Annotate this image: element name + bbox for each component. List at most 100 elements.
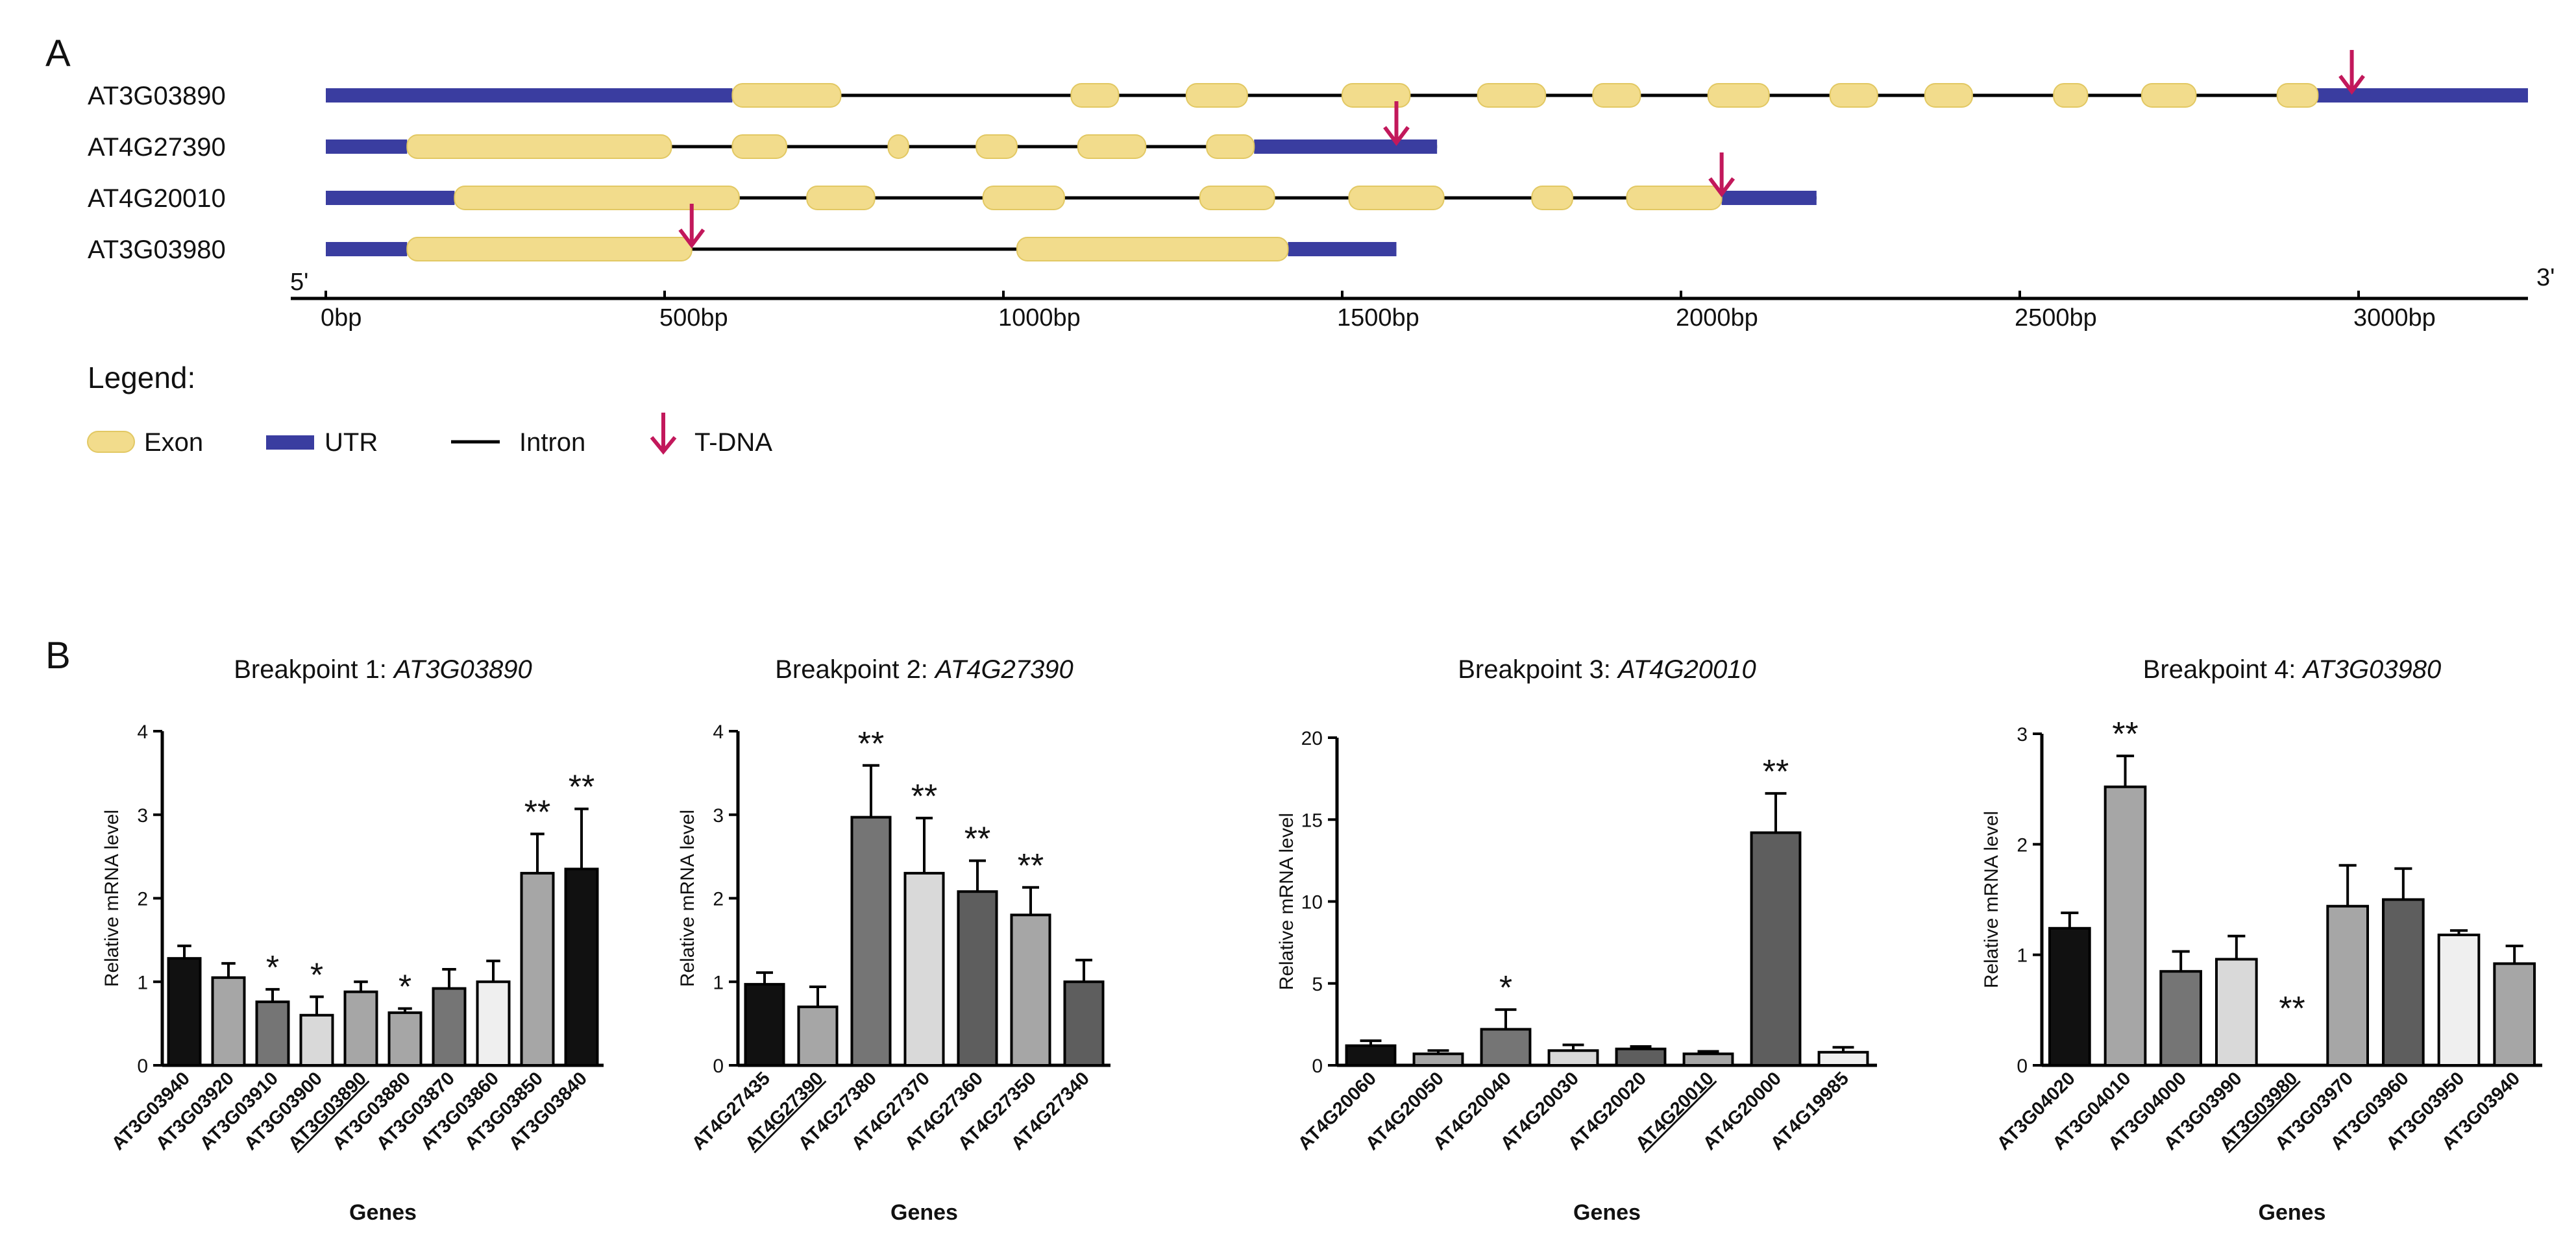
y-tick-label: 3 [713, 805, 724, 827]
three-prime-label: 3' [2536, 264, 2555, 291]
y-tick-label: 5 [1312, 974, 1323, 995]
bar-chart-4: Breakpoint 4: AT3G03980 0 1 2 3 Relative mRNA… [1981, 655, 2542, 1225]
exon-block [1924, 83, 1973, 108]
bar [1750, 831, 1802, 1067]
exon-block [1348, 186, 1445, 210]
bp-axis-tick-label: 3000bp [2353, 304, 2436, 332]
bar [564, 867, 599, 1067]
tdna-arrow-head [2338, 75, 2365, 95]
tdna-arrow-head [1708, 177, 1736, 197]
utr-segment [326, 191, 455, 205]
bar-chart-1: Breakpoint 1: AT3G03890 0 1 2 3 4 Relative mRN… [101, 655, 604, 1225]
bar [1412, 1052, 1464, 1067]
significance-mark: ** [911, 778, 937, 816]
bar [476, 980, 511, 1067]
utr-segment [1288, 242, 1397, 256]
utr-segment [326, 139, 408, 154]
gene-name-label: AT4G27390 [88, 133, 226, 162]
bar [2326, 904, 2370, 1067]
significance-mark: ** [524, 793, 550, 831]
panel-b-letter: B [45, 635, 71, 677]
bar-charts: Breakpoint 1: AT3G03890 0 1 2 3 4 Relative mRN… [101, 655, 2542, 1225]
y-tick-label: 15 [1301, 810, 1323, 831]
exon-block [1342, 83, 1411, 108]
exon-block [406, 237, 693, 261]
y-tick-label: 10 [1301, 892, 1323, 913]
y-axis-label: Relative mRNA level [677, 810, 698, 987]
y-tick-label: 0 [1312, 1056, 1323, 1077]
bar-chart-2: Breakpoint 2: AT4G27390 0 1 2 3 4 Relative mRN… [677, 655, 1110, 1225]
exon-block [975, 134, 1018, 159]
y-tick-label: 1 [713, 972, 724, 993]
bar [2437, 934, 2481, 1067]
significance-mark: * [266, 949, 279, 987]
bar [797, 1005, 839, 1067]
exon-block [1531, 186, 1573, 210]
chart-title-gene: AT4G20010 [1617, 655, 1756, 684]
significance-mark: ** [1763, 753, 1789, 791]
significance-mark: ** [569, 769, 595, 806]
bar [1615, 1047, 1667, 1067]
exon-block [1070, 83, 1120, 108]
bar [520, 871, 555, 1067]
exon-block [887, 134, 909, 159]
significance-mark: ** [2112, 716, 2138, 753]
significance-mark: ** [2279, 990, 2305, 1028]
bar [387, 1011, 423, 1067]
utr-segment [326, 88, 733, 103]
exon-block [1185, 83, 1248, 108]
tdna-arrow-icon [2338, 50, 2365, 95]
y-tick-label: 4 [713, 721, 724, 743]
exon-block [1592, 83, 1641, 108]
bp-axis-tick-label: 1000bp [998, 304, 1081, 332]
y-axis-label: Relative mRNA level [1981, 811, 2002, 988]
legend-utr-label: UTR [325, 428, 378, 457]
bar [2381, 898, 2425, 1067]
chart-title-prefix: Breakpoint 3: [1458, 655, 1618, 684]
bar [255, 1000, 290, 1067]
chart-title: Breakpoint 3: AT4G20010 [1458, 655, 1756, 684]
exon-block [1707, 83, 1770, 108]
exon-block [731, 134, 787, 159]
chart-title-prefix: Breakpoint 1: [234, 655, 394, 684]
exon-block [2141, 83, 2197, 108]
y-tick-label: 3 [137, 805, 148, 827]
y-tick-label: 2 [713, 889, 724, 910]
chart-title: Breakpoint 1: AT3G03890 [234, 655, 532, 684]
utr-segment [326, 242, 408, 256]
tdna-arrow-head [1383, 126, 1410, 146]
tdna-arrow-icon [1708, 152, 1736, 197]
y-tick-label: 1 [2017, 945, 2028, 967]
gene-row-AT3G03890: AT3G03890 [88, 50, 2528, 110]
tdna-arrow-icon [678, 204, 705, 248]
gene-row-AT3G03980: AT3G03980 [88, 204, 1397, 264]
bar [957, 890, 998, 1067]
exon-block [731, 83, 842, 108]
bar [1480, 1028, 1532, 1067]
x-axis-label: Genes [2259, 1200, 2326, 1225]
x-axis-label: Genes [890, 1200, 958, 1225]
bp-axis-tick-label: 2000bp [1676, 304, 1758, 332]
legend-title: Legend: [88, 361, 195, 394]
chart-title-gene: AT3G03890 [393, 655, 532, 684]
significance-mark: * [1499, 969, 1512, 1007]
bar [903, 871, 945, 1067]
tdna-arrow-icon [1383, 101, 1410, 146]
exon-block [454, 186, 740, 210]
gene-structure-diagram: AT3G03890 AT4G27390 AT4G20010 AT3G03980 0bp 5… [88, 50, 2528, 332]
significance-mark: ** [858, 725, 884, 763]
bar [1345, 1044, 1397, 1067]
significance-mark: ** [964, 821, 990, 858]
chart-title: Breakpoint 4: AT3G03980 [2143, 655, 2442, 684]
exon-block [1477, 83, 1547, 108]
exon-block [1077, 134, 1147, 159]
x-axis-label: Genes [1573, 1200, 1641, 1225]
significance-mark: ** [1018, 847, 1044, 885]
y-tick-label: 0 [713, 1056, 724, 1077]
bar [343, 990, 378, 1067]
gene-row-AT4G20010: AT4G20010 [88, 152, 1817, 213]
legend-utr-swatch [266, 435, 314, 450]
bp-axis-tick-label: 500bp [659, 304, 728, 332]
gene-name-label: AT4G20010 [88, 184, 226, 213]
